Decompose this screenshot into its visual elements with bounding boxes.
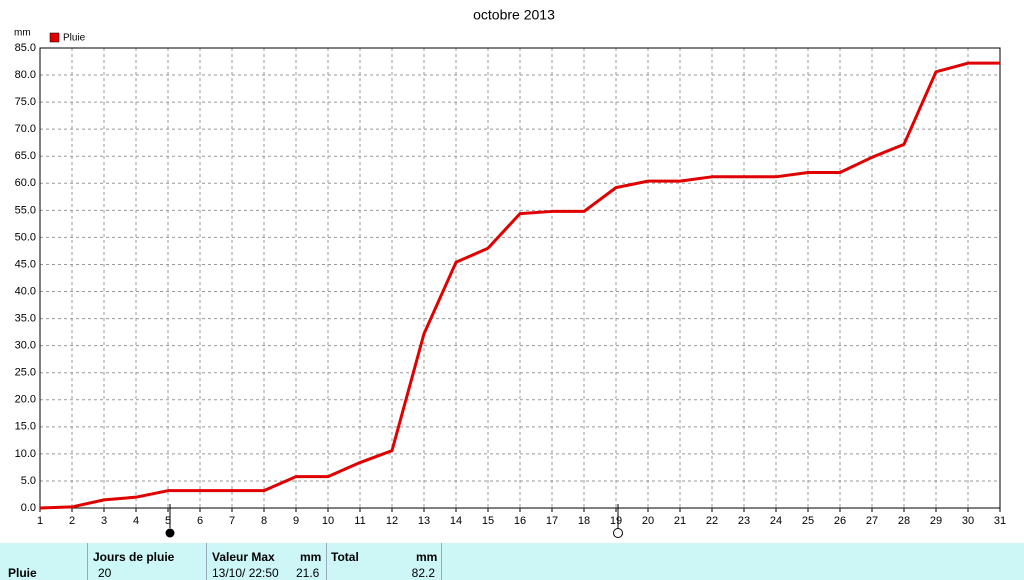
cell: [207, 543, 327, 580]
row-label: Pluie: [8, 566, 37, 580]
y-tick-label: 20.0: [15, 394, 36, 406]
x-tick-label: 7: [229, 515, 235, 527]
y-tick-label: 35.0: [15, 312, 36, 324]
header: Jours de pluie: [93, 550, 175, 564]
cell-text: 13/10/ 22:50: [212, 566, 279, 580]
y-tick-label: 55.0: [15, 204, 36, 216]
x-tick-label: 22: [706, 515, 718, 527]
x-tick-label: 21: [674, 515, 686, 527]
header: mm: [416, 550, 438, 564]
y-unit: mm: [14, 28, 31, 39]
x-tick-label: 29: [930, 515, 942, 527]
y-tick-label: 60.0: [15, 177, 36, 189]
legend-swatch: [49, 32, 60, 43]
x-tick-label: 6: [197, 515, 203, 527]
y-tick-label: 45.0: [15, 258, 36, 270]
x-tick-label: 26: [834, 515, 846, 527]
y-tick-label: 70.0: [15, 123, 36, 135]
x-tick-label: 19: [610, 515, 622, 527]
x-tick-label: 20: [642, 515, 654, 527]
y-tick-label: 10.0: [15, 448, 36, 460]
legend-label: Pluie: [63, 33, 86, 44]
y-tick-label: 0.0: [21, 502, 36, 514]
chart-title: octobre 2013: [473, 7, 555, 23]
cell-text: 20: [98, 566, 112, 580]
y-tick-label: 85.0: [15, 42, 36, 54]
x-tick-label: 18: [578, 515, 590, 527]
x-tick-label: 10: [322, 515, 334, 527]
cell: [327, 543, 442, 580]
x-tick-label: 15: [482, 515, 494, 527]
new-moon: [165, 528, 175, 538]
x-tick-label: 25: [802, 515, 814, 527]
header: Valeur Max: [212, 550, 275, 564]
x-tick-label: 30: [962, 515, 974, 527]
full-moon: [613, 528, 623, 538]
y-tick-label: 40.0: [15, 285, 36, 297]
x-tick-label: 1: [37, 515, 43, 527]
cell: [88, 543, 207, 580]
x-tick-label: 14: [450, 515, 462, 527]
cell-text: 21.6: [296, 566, 320, 580]
x-tick-label: 13: [418, 515, 430, 527]
x-tick-label: 16: [514, 515, 526, 527]
x-tick-label: 8: [261, 515, 267, 527]
y-tick-label: 75.0: [15, 96, 36, 108]
x-tick-label: 12: [386, 515, 398, 527]
y-tick-label: 5.0: [21, 475, 36, 487]
cell-text: 82.2: [411, 566, 435, 580]
header: mm: [300, 550, 322, 564]
x-tick-label: 4: [133, 515, 139, 527]
x-tick-label: 28: [898, 515, 910, 527]
y-tick-label: 15.0: [15, 421, 36, 433]
x-tick-label: 3: [101, 515, 107, 527]
x-tick-label: 11: [354, 515, 365, 527]
y-tick-label: 50.0: [15, 231, 36, 243]
x-tick-label: 5: [165, 515, 171, 527]
y-tick-label: 30.0: [15, 340, 36, 352]
y-tick-label: 25.0: [15, 367, 36, 379]
summary-table: Pluie Jours de pluie Valeur Max mm Total…: [0, 543, 1024, 580]
x-tick-label: 2: [69, 515, 75, 527]
x-tick-label: 17: [546, 515, 558, 527]
x-tick-label: 24: [770, 515, 782, 527]
x-tick-label: 31: [994, 515, 1006, 527]
chart: octobre 2013 mm Pluie 0.0 5.0 10.0 15.0 20.0…: [14, 7, 1006, 538]
x-tick-label: 9: [293, 515, 299, 527]
y-tick-label: 80.0: [15, 69, 36, 81]
x-tick-label: 23: [738, 515, 750, 527]
x-tick-label: 27: [866, 515, 878, 527]
y-tick-label: 65.0: [15, 150, 36, 162]
line: [39, 61, 1000, 510]
cell: [0, 543, 88, 580]
header: Total: [331, 550, 359, 564]
